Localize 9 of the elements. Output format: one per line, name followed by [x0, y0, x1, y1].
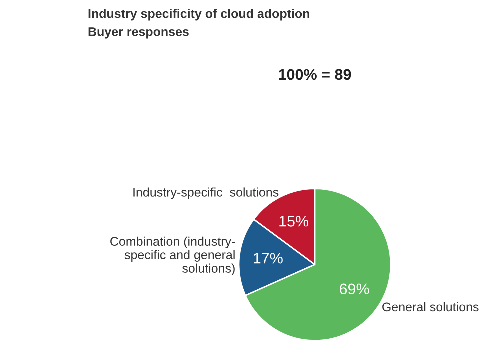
data-label: 69% [340, 284, 370, 295]
slice-label: Industry-specific solutions [134, 188, 279, 200]
data-label: 17% [254, 253, 283, 264]
text: 100% = 89 [279, 69, 352, 80]
slice-label: General solutions [382, 302, 479, 312]
data-label: 15% [280, 216, 309, 227]
chart-subtitle: Buyer responses [88, 28, 189, 39]
chart-title: Industry specificity of cloud adoption [88, 9, 310, 21]
slice-label: Combination (industry- specific and general solutions) [110, 236, 236, 276]
